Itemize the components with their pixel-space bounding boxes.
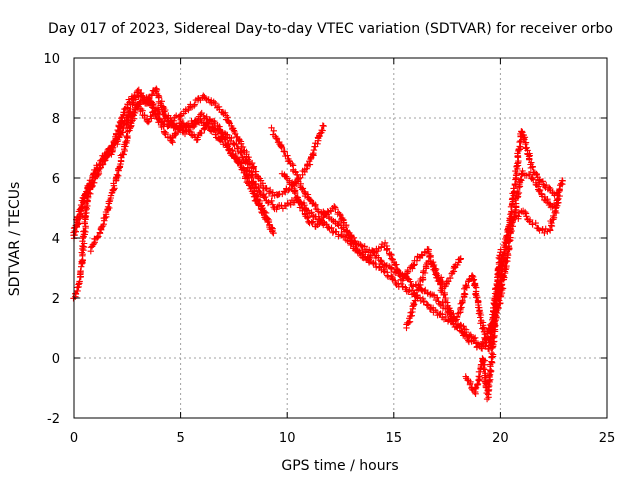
x-tick-label: 5 <box>176 431 184 446</box>
grid-lines <box>74 58 607 418</box>
y-tick-label: 10 <box>43 52 60 67</box>
x-tick-label: 10 <box>279 431 296 446</box>
x-tick-label: 20 <box>492 431 509 446</box>
x-axis-title: GPS time / hours <box>281 458 398 474</box>
x-tick-label: 25 <box>599 431 616 446</box>
series-markers-t7 <box>403 248 508 343</box>
y-tick-label: 2 <box>52 292 60 307</box>
axis-ticks <box>73 57 608 419</box>
x-tick-label: 0 <box>70 431 78 446</box>
series-markers-t8 <box>462 246 504 403</box>
y-tick-label: 0 <box>52 352 60 367</box>
series-markers-t4 <box>87 100 277 255</box>
y-tick-label: 6 <box>52 172 60 187</box>
y-tick-labels: -2 0 2 4 6 8 10 <box>43 52 60 427</box>
series-markers-t9 <box>500 177 566 249</box>
data-markers <box>70 85 566 403</box>
chart-title: Day 017 of 2023, Sidereal Day-to-day VTE… <box>48 21 613 37</box>
series-markers-t5 <box>268 122 327 184</box>
y-tick-label: 8 <box>52 112 60 127</box>
series-markers-t6 <box>278 170 464 290</box>
y-tick-label: 4 <box>52 232 60 247</box>
y-tick-label: -2 <box>47 412 60 427</box>
y-axis-title: SDTVAR / TECUs <box>7 182 23 297</box>
x-tick-label: 15 <box>386 431 403 446</box>
x-tick-labels: 0 5 10 15 20 25 <box>70 431 615 446</box>
